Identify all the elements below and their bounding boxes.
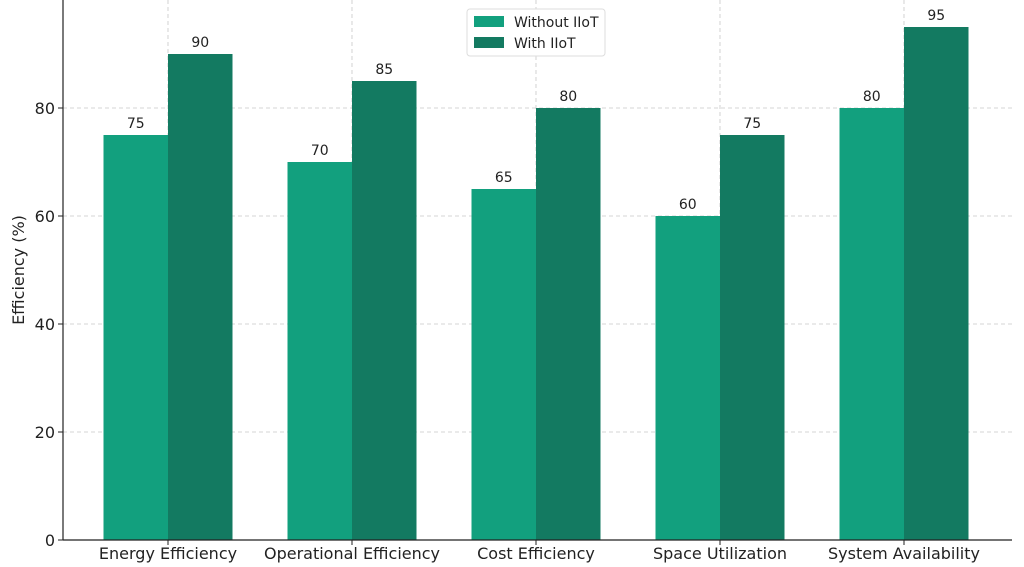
bars — [103, 27, 969, 540]
bar — [536, 108, 601, 540]
y-tick-label: 20 — [35, 423, 55, 442]
y-tick-label: 0 — [45, 531, 55, 550]
bar — [103, 135, 168, 540]
bar — [352, 81, 417, 540]
x-tick-label: Energy Efficiency — [99, 544, 237, 563]
legend: Without IIoT With IIoT — [466, 8, 606, 57]
data-label: 60 — [679, 197, 697, 213]
legend-label: With IIoT — [514, 36, 576, 52]
data-label: 65 — [495, 170, 513, 186]
data-label: 90 — [191, 35, 209, 51]
x-tick-label: Operational Efficiency — [264, 544, 440, 563]
y-tick-label: 40 — [35, 315, 55, 334]
x-tick-label: System Availability — [828, 544, 980, 563]
legend-swatch — [474, 16, 504, 27]
y-tick-label: 60 — [35, 207, 55, 226]
data-label: 75 — [743, 116, 761, 132]
data-label: 95 — [927, 8, 945, 24]
bar — [471, 189, 536, 540]
data-label: 85 — [375, 62, 393, 78]
x-tick-label: Space Utilization — [653, 544, 787, 563]
x-tick-label: Cost Efficiency — [477, 544, 595, 563]
axes: 0 20 40 60 80 Energy Efficiency Operational Ef… — [35, 0, 1012, 563]
legend-label: Without IIoT — [514, 15, 599, 31]
y-axis-label: Efficiency (%) — [9, 215, 28, 325]
data-labels: 75 70 65 60 80 90 85 80 75 95 — [127, 8, 945, 213]
data-label: 75 — [127, 116, 145, 132]
bar — [839, 108, 904, 540]
data-label: 80 — [559, 89, 577, 105]
bar — [655, 216, 720, 540]
data-label: 80 — [863, 89, 881, 105]
data-label: 70 — [311, 143, 329, 159]
bar — [287, 162, 352, 540]
legend-swatch — [474, 37, 504, 48]
bar — [720, 135, 785, 540]
bar — [904, 27, 969, 540]
bar — [168, 54, 233, 540]
y-tick-label: 80 — [35, 99, 55, 118]
